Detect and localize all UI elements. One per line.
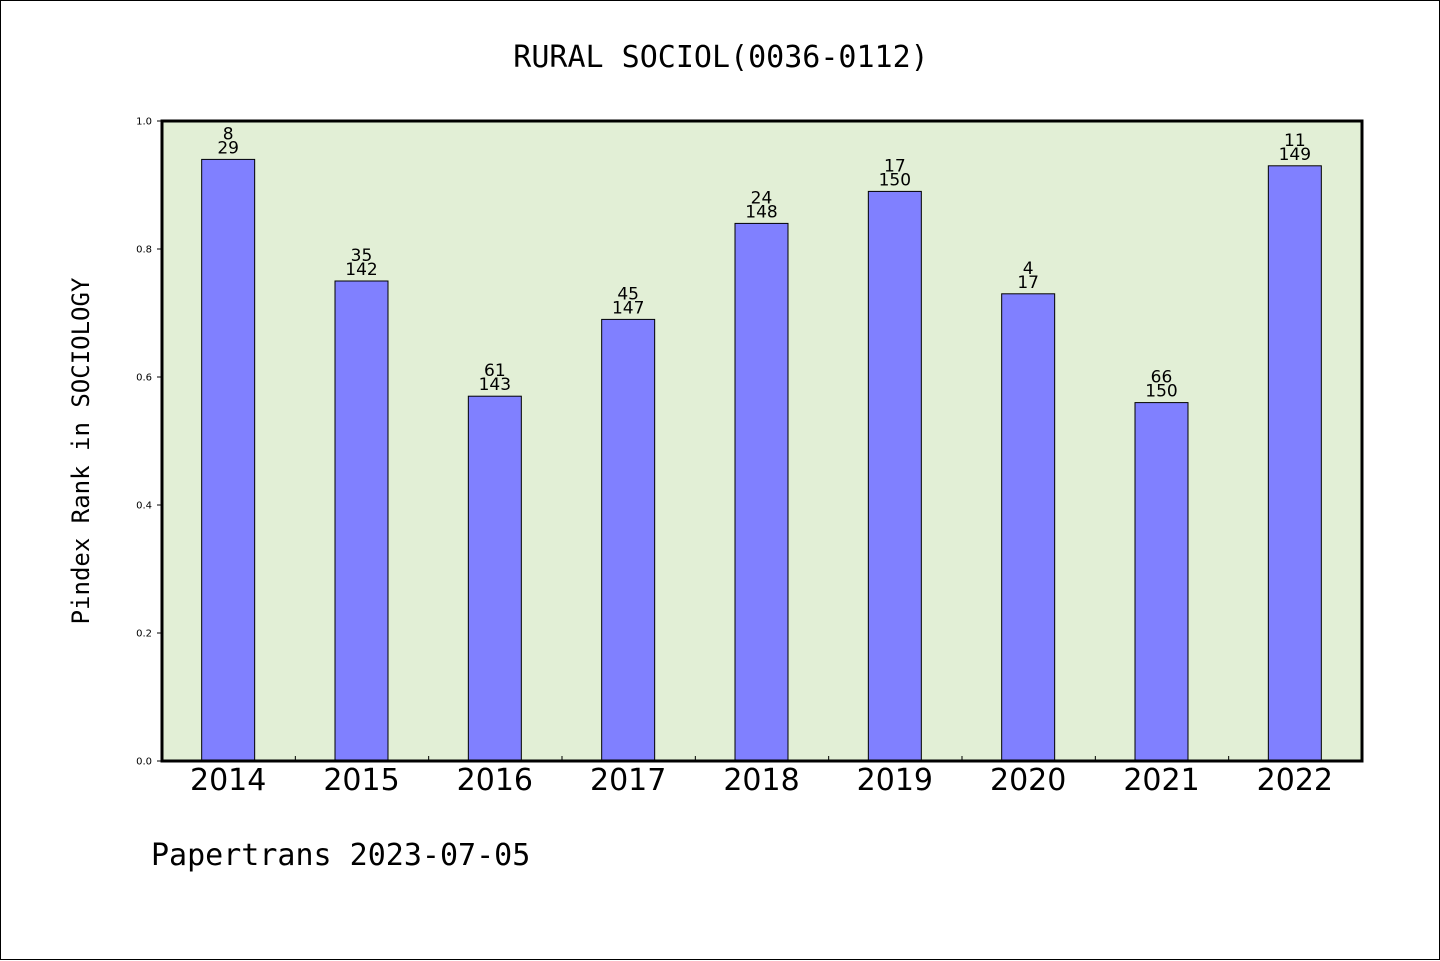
y-tick-label-0.6: 0.6 <box>136 373 152 384</box>
y-axis-label: Pindex Rank in SOCIOLOGY <box>67 277 95 624</box>
plot-border <box>160 119 1364 763</box>
bar-total-label-2018: 148 <box>745 202 777 222</box>
bar-total-label-2017: 147 <box>612 298 644 318</box>
bar-2016 <box>467 395 522 762</box>
bar-rank-label-2014: 8 <box>223 124 234 144</box>
x-tick-label-2015: 2015 <box>323 763 399 798</box>
bar-rank-label-2021: 66 <box>1151 368 1173 388</box>
bar-rank-label-2018: 24 <box>751 188 773 208</box>
bar-rank-label-2017: 45 <box>617 284 639 304</box>
x-tick-label-2019: 2019 <box>857 763 933 798</box>
x-axis-ticks: 2014 2015 2016 2017 2018 2019 2020 2021 2022 <box>190 756 1333 798</box>
bar-2017 <box>601 318 656 762</box>
bar-total-label-2014: 29 <box>217 138 239 158</box>
bar-rank-label-2020: 4 <box>1023 259 1034 279</box>
bar-total-label-2019: 150 <box>879 170 911 190</box>
bar-2021 <box>1134 402 1189 762</box>
y-tick-label-0.4: 0.4 <box>136 501 152 512</box>
bar-2018 <box>734 222 789 762</box>
footer-source-date: Papertrans 2023-07-05 <box>151 838 530 873</box>
y-tick-label-0.8: 0.8 <box>136 245 152 256</box>
bar-rank-label-2022: 11 <box>1284 131 1306 151</box>
bar-rank-label-2015: 35 <box>351 246 373 266</box>
y-tick-label-0.2: 0.2 <box>136 629 152 640</box>
bar-total-label-2021: 150 <box>1145 382 1177 402</box>
y-tick-label-0.0: 0.0 <box>136 757 152 768</box>
bars-group: 8293514261143451472414817150417661501114… <box>201 124 1322 762</box>
x-tick-label-2018: 2018 <box>723 763 799 798</box>
bar-2014 <box>201 158 256 762</box>
x-tick-label-2021: 2021 <box>1123 763 1199 798</box>
y-tick-label-1.0: 1.0 <box>136 117 152 128</box>
bar-2020 <box>1001 293 1056 762</box>
bar-2015 <box>334 280 389 762</box>
x-tick-label-2022: 2022 <box>1257 763 1333 798</box>
bar-total-label-2020: 17 <box>1017 273 1039 293</box>
x-tick-label-2020: 2020 <box>990 763 1066 798</box>
bar-total-label-2016: 143 <box>479 375 511 395</box>
x-tick-label-2014: 2014 <box>190 763 266 798</box>
bar-total-label-2022: 149 <box>1279 145 1311 165</box>
chart-title: RURAL SOCIOL(0036-0112) <box>513 40 928 75</box>
bar-rank-label-2019: 17 <box>884 156 906 176</box>
x-tick-label-2017: 2017 <box>590 763 666 798</box>
bar-total-label-2015: 142 <box>345 260 377 280</box>
y-axis-ticks: 0.0 0.2 0.4 0.6 0.8 1.0 <box>136 117 162 768</box>
bar-2019 <box>867 190 922 762</box>
bar-2022 <box>1267 165 1322 762</box>
bar-rank-label-2016: 61 <box>484 361 506 381</box>
x-tick-label-2016: 2016 <box>457 763 533 798</box>
